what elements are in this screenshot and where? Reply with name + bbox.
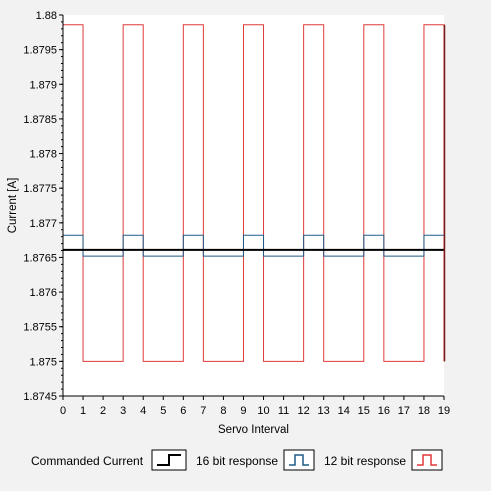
x-tick-label: 11 [278, 405, 289, 417]
y-tick-label: 1.876 [29, 287, 57, 299]
x-tick-label: 1 [80, 405, 86, 417]
x-tick-label: 6 [180, 405, 186, 417]
x-tick-label: 18 [418, 405, 430, 417]
x-tick-label: 13 [318, 405, 330, 417]
y-tick-label: 1.8765 [23, 252, 57, 264]
series-layer [63, 24, 446, 362]
y-tick-label: 1.8755 [23, 322, 57, 334]
x-tick-label: 0 [60, 405, 66, 417]
axis-layer [62, 15, 444, 397]
x-tick-label: 4 [140, 405, 146, 417]
y-tick-labels: 1.88 1.8795 1.879 1.8785 1.878 1.8775 1.877 1.8… [23, 10, 63, 403]
y-tick-label: 1.877 [29, 218, 57, 230]
y-tick-label: 1.878 [29, 149, 57, 161]
y-tick-label: 1.8775 [23, 183, 57, 195]
x-tick-label: 17 [398, 405, 410, 417]
series-line-16-bit-response [63, 234, 444, 257]
x-tick-label: 19 [438, 405, 450, 417]
x-tick-label: 9 [240, 405, 246, 417]
x-tick-label: 8 [220, 405, 226, 417]
legend-glyph-16-bit-response [289, 454, 309, 466]
plot-area [63, 15, 444, 396]
x-tick-label: 14 [338, 405, 350, 417]
legend-label-commanded-current: Commanded Current [31, 454, 144, 468]
x-tick-label: 3 [120, 405, 126, 417]
legend-label-12-bit-response: 12 bit response [324, 454, 406, 468]
x-tick-labels: 0 1 2 3 4 5 6 7 8 9 10 11 12 13 14 15 16 17 18 19 [60, 396, 450, 417]
legend[interactable]: Commanded Current 16 bit response 12 bit r… [31, 449, 443, 471]
x-axis-title: Servo Interval [218, 424, 289, 436]
legend-glyph-commanded-current [157, 454, 181, 466]
x-tick-label: 12 [298, 405, 310, 417]
legend-swatch-12-bit-response[interactable] [411, 449, 443, 471]
x-tick-label: 10 [257, 405, 269, 417]
y-axis-title: Current [A] [7, 178, 19, 234]
x-tick-label: 2 [100, 405, 106, 417]
x-tick-label: 7 [200, 405, 206, 417]
y-tick-label: 1.875 [29, 356, 57, 368]
x-tick-label: 15 [358, 405, 370, 417]
legend-glyph-12-bit-response [417, 454, 437, 466]
legend-swatch-16-bit-response[interactable] [283, 449, 315, 471]
legend-label-16-bit-response: 16 bit response [196, 454, 278, 468]
y-tick-label: 1.88 [36, 10, 57, 22]
y-tick-label: 1.8745 [23, 391, 57, 403]
y-tick-label: 1.879 [29, 79, 57, 91]
y-tick-label: 1.8785 [23, 114, 57, 126]
x-tick-label: 5 [160, 405, 166, 417]
x-tick-label: 16 [378, 405, 390, 417]
y-tick-label: 1.8795 [23, 45, 57, 57]
